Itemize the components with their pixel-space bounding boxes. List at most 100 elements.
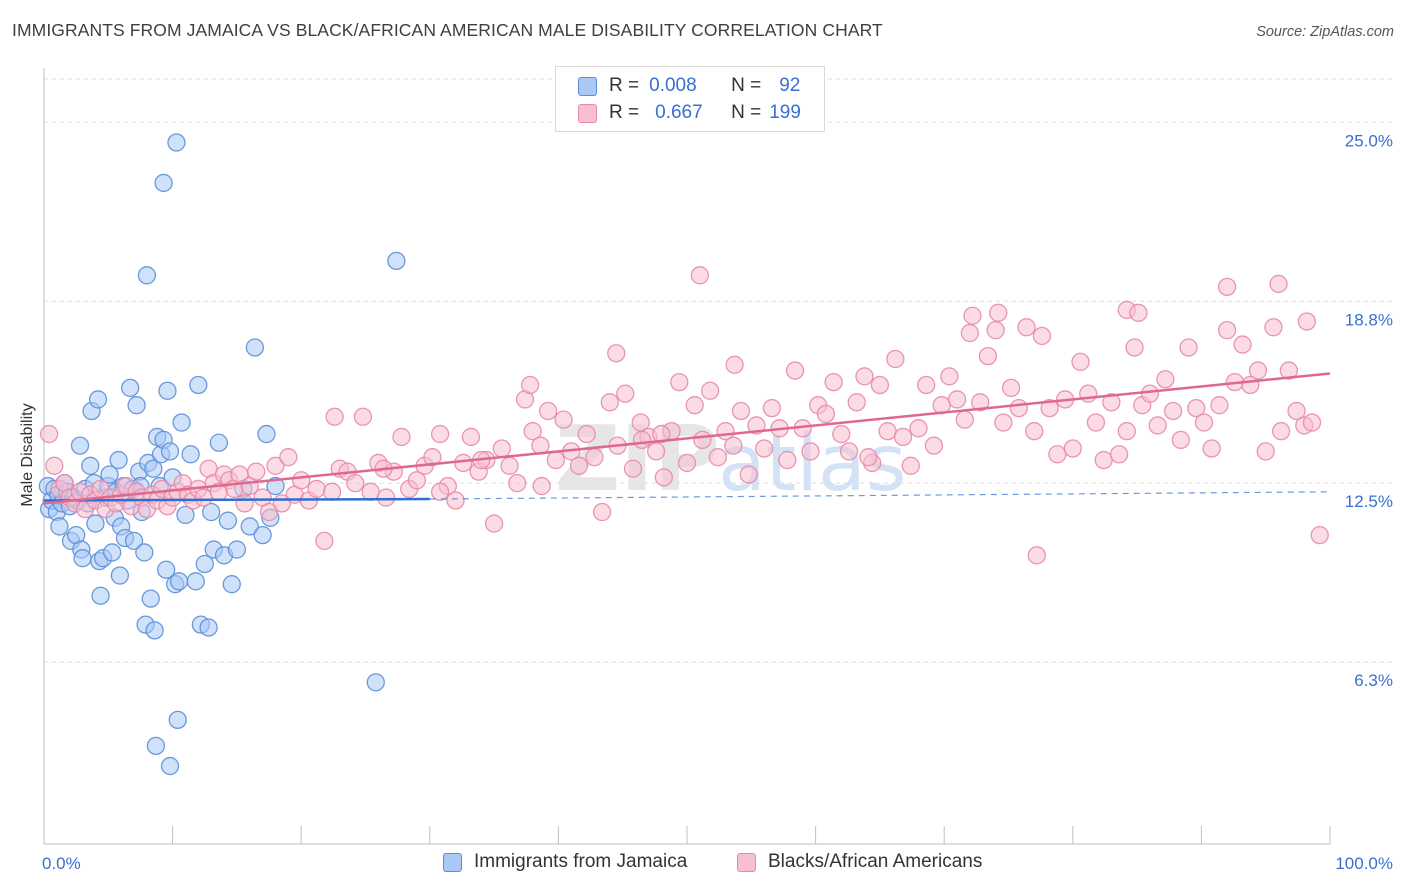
data-point <box>585 448 604 467</box>
data-point <box>978 346 998 366</box>
data-point <box>801 442 820 461</box>
data-point <box>1202 439 1221 458</box>
data-point <box>366 673 385 692</box>
legend-r-label: R = <box>609 75 640 96</box>
data-point <box>387 251 406 271</box>
data-point <box>1217 277 1237 296</box>
data-point <box>924 436 944 455</box>
bottom-legend-jamaica: Immigrants from Jamaica <box>443 851 687 873</box>
data-point <box>127 396 146 415</box>
data-point <box>253 525 272 545</box>
data-point <box>1187 398 1206 418</box>
data-point <box>816 404 836 424</box>
data-point <box>144 459 163 478</box>
data-point <box>1163 401 1183 421</box>
data-point <box>202 502 221 522</box>
data-point <box>1048 445 1067 464</box>
data-point <box>181 445 200 464</box>
legend-swatch-black <box>578 103 597 123</box>
data-point <box>623 459 643 478</box>
data-point <box>279 448 298 467</box>
data-point <box>670 372 689 392</box>
data-point <box>989 303 1008 322</box>
data-point <box>292 471 311 490</box>
data-point <box>909 419 928 438</box>
data-point <box>110 566 130 585</box>
data-point <box>70 436 90 455</box>
data-point <box>652 424 671 444</box>
data-point <box>1171 430 1190 449</box>
data-point <box>240 517 259 536</box>
data-point <box>693 430 712 449</box>
data-point <box>901 456 920 475</box>
data-point <box>577 424 596 444</box>
data-point <box>1302 413 1322 432</box>
data-point <box>1194 413 1214 432</box>
legend: R = 0.008 N = 92 R = 0.667 N = 199 <box>555 66 825 132</box>
data-point <box>762 398 782 418</box>
data-point <box>1264 318 1283 337</box>
bottom-legend: Immigrants from Jamaica Blacks/African A… <box>0 851 1406 877</box>
data-point <box>824 372 843 392</box>
bottom-legend-swatch-black <box>737 852 756 872</box>
data-point <box>86 514 105 533</box>
data-point <box>141 589 160 608</box>
data-point <box>1102 393 1121 412</box>
data-point <box>121 378 140 398</box>
legend-n-label: N = <box>731 102 762 123</box>
source-label: Source: ZipAtlas.com <box>1256 24 1394 40</box>
data-point <box>189 375 208 395</box>
data-point <box>50 517 69 536</box>
data-point <box>1032 326 1052 346</box>
data-point <box>361 482 380 501</box>
data-point <box>1140 384 1160 403</box>
data-point <box>847 393 866 412</box>
data-point <box>1287 401 1306 421</box>
data-point <box>1017 318 1036 337</box>
data-point <box>146 736 166 755</box>
y-tick-label: 18.8% <box>1345 310 1393 329</box>
data-point <box>492 439 511 458</box>
legend-r-value: 0.008 <box>649 75 697 96</box>
data-point <box>886 349 905 369</box>
data-point <box>227 540 247 559</box>
axes <box>43 68 1331 845</box>
data-point <box>81 456 100 475</box>
trend-line-jamaica <box>43 497 430 502</box>
data-point <box>778 450 797 470</box>
data-point <box>1233 335 1252 354</box>
data-point <box>218 511 238 530</box>
data-point <box>960 323 980 343</box>
data-point <box>1025 422 1044 441</box>
data-point <box>167 133 186 152</box>
data-point <box>654 468 674 487</box>
data-point <box>607 344 626 363</box>
data-point <box>546 450 565 470</box>
data-point <box>1271 422 1291 441</box>
data-point <box>168 710 187 730</box>
data-point <box>725 355 744 374</box>
data-point <box>245 338 265 357</box>
trend-line-black <box>43 372 1331 505</box>
legend-swatch-jamaica <box>578 76 597 96</box>
data-point <box>690 266 710 285</box>
data-point <box>592 502 612 522</box>
bottom-legend-label-black: Blacks/African Americans <box>768 851 983 872</box>
data-point <box>1063 439 1082 458</box>
data-point <box>839 442 859 461</box>
data-point <box>454 453 473 473</box>
data-point <box>1217 321 1237 340</box>
bottom-legend-label-jamaica: Immigrants from Jamaica <box>474 851 688 872</box>
series-blacks-african-americans <box>39 266 1329 565</box>
legend-n-value: 199 <box>769 102 801 123</box>
data-point <box>199 618 218 637</box>
trend-line-jamaica-extension <box>429 491 1331 500</box>
data-point <box>731 401 751 421</box>
legend-r-label: R = <box>609 102 640 123</box>
data-point <box>1009 398 1028 418</box>
trend-lines <box>43 372 1331 505</box>
data-point <box>247 462 266 481</box>
data-point <box>1117 422 1136 441</box>
data-point <box>1210 396 1229 415</box>
